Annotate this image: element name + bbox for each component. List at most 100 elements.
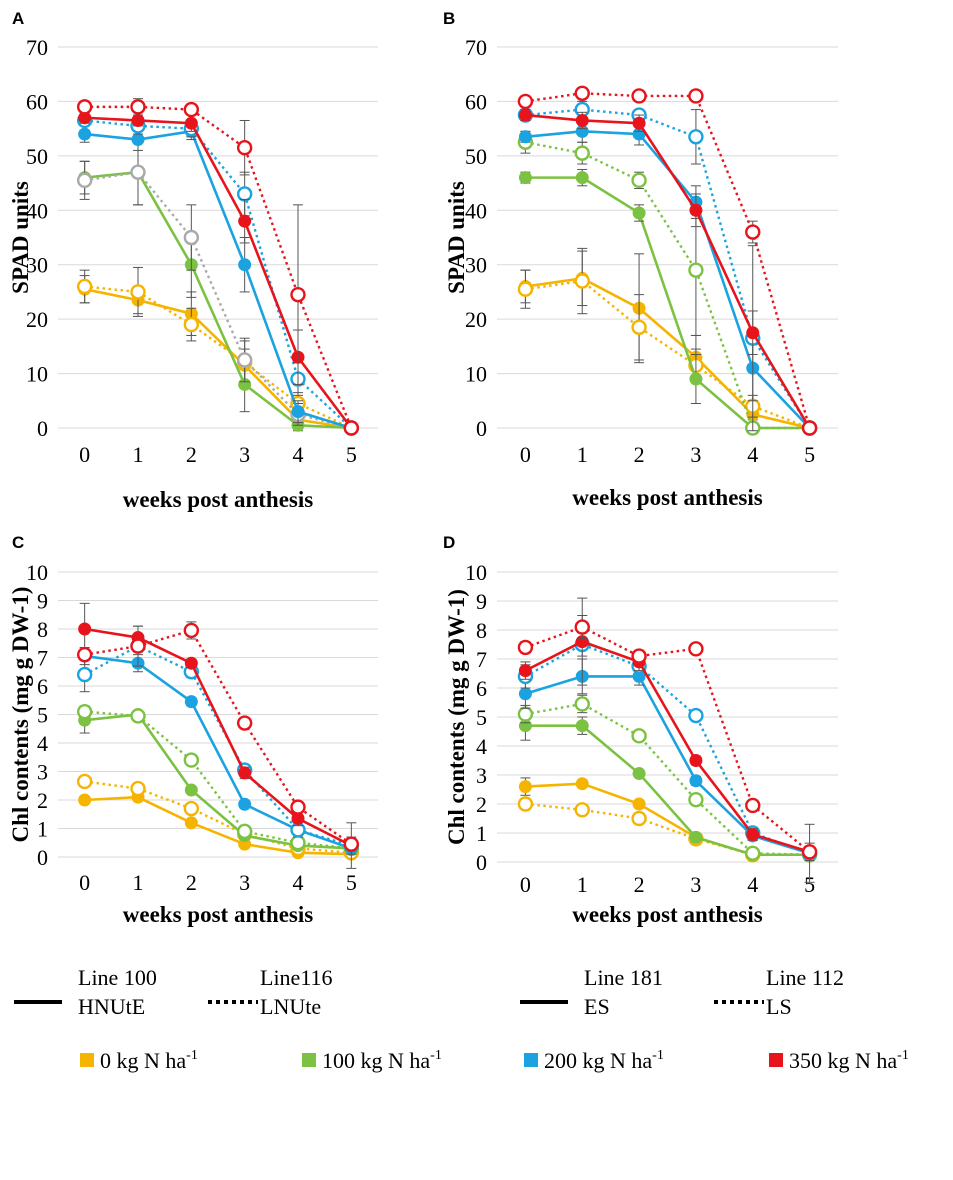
data-point	[76, 646, 93, 663]
data-point	[183, 752, 200, 768]
series-line	[84, 285, 352, 430]
data-point	[76, 99, 93, 115]
y-tick-label: 0	[37, 416, 48, 441]
series-line	[84, 795, 352, 856]
data-point	[689, 774, 703, 788]
data-point	[632, 206, 646, 220]
data-point	[183, 800, 200, 817]
x-tick-label: 4	[747, 872, 758, 897]
series-line	[525, 702, 810, 856]
data-point	[184, 695, 198, 709]
series-line	[525, 802, 810, 856]
data-point	[236, 186, 253, 202]
y-tick-label: 20	[465, 307, 487, 332]
y-tick-label: 2	[476, 792, 487, 817]
data-point	[130, 708, 146, 724]
data-point	[745, 845, 761, 861]
legend-color-label: 350 kg N ha-1	[789, 1048, 909, 1073]
legend-color-label: 0 kg N ha-1	[100, 1048, 198, 1073]
data-point	[236, 139, 253, 156]
series-4	[517, 694, 818, 863]
y-tick-label: 40	[465, 198, 487, 223]
series-line	[84, 105, 353, 429]
x-tick-label: 3	[690, 442, 701, 467]
data-point	[688, 791, 704, 808]
x-tick-label: 2	[186, 442, 197, 467]
y-tick-label: 2	[37, 788, 48, 813]
legend-color-label-sup: -1	[652, 1048, 664, 1063]
series-8	[517, 85, 818, 436]
y-tick-label: 9	[37, 589, 48, 614]
data-point	[518, 664, 532, 678]
series-line	[84, 129, 352, 430]
data-point	[290, 286, 306, 303]
data-point	[575, 113, 589, 127]
series-line	[525, 113, 811, 429]
data-point	[631, 88, 647, 104]
series-3	[78, 139, 358, 435]
chart-panel-a: A 0 10 20 30 40 50 60 70 0 1 2 3 4 5 weeks post anthesi…	[8, 9, 378, 512]
series-1	[78, 790, 358, 861]
series-line	[524, 643, 810, 855]
legend-color-swatch	[769, 1053, 783, 1067]
data-point	[518, 108, 532, 122]
x-tick-label: 1	[577, 872, 588, 897]
legend-color-item: 200 kg N ha-1	[524, 1048, 664, 1073]
data-point	[78, 127, 92, 141]
legend-color-label-sup: -1	[897, 1048, 909, 1063]
legend-color-item: 350 kg N ha-1	[769, 1048, 909, 1073]
y-tick-label: 6	[476, 676, 487, 701]
panel-letter: A	[12, 9, 24, 28]
legend-solid-line-name: Line 100	[78, 965, 157, 990]
legend-color-swatch	[302, 1053, 316, 1067]
legend-solid-line-sub: HNUtE	[78, 994, 145, 1019]
data-point	[343, 836, 360, 852]
series-2	[76, 266, 360, 436]
series-7	[78, 111, 358, 435]
data-point	[517, 706, 534, 722]
legend-dotted-line-name: Line 112	[766, 965, 844, 990]
y-tick-label: 3	[37, 760, 48, 785]
series-6	[517, 100, 818, 436]
y-tick-label: 5	[476, 705, 487, 730]
x-tick-label: 0	[520, 442, 531, 467]
x-tick-label: 1	[133, 870, 144, 895]
y-tick-label: 8	[476, 618, 487, 643]
x-tick-label: 5	[804, 872, 815, 897]
data-point	[801, 844, 818, 860]
data-point	[184, 656, 198, 670]
series-line	[84, 116, 353, 429]
x-tick-label: 5	[346, 870, 357, 895]
series-line	[84, 710, 352, 850]
y-tick-label: 10	[26, 362, 48, 387]
data-point	[745, 224, 761, 240]
series-line	[525, 92, 811, 429]
legend-dotted-line-name: Line116	[260, 965, 333, 990]
data-point	[746, 827, 760, 841]
x-tick-label: 5	[346, 442, 357, 467]
data-point	[76, 172, 93, 189]
data-point	[78, 793, 92, 807]
series-line	[525, 675, 810, 855]
x-tick-label: 2	[186, 870, 197, 895]
series-2	[517, 247, 818, 436]
y-tick-label: 10	[465, 362, 487, 387]
y-tick-label: 9	[476, 589, 487, 614]
legend-color-label: 200 kg N ha-1	[544, 1048, 664, 1073]
x-tick-label: 2	[634, 442, 645, 467]
chart-panel-b: B 0 10 20 30 40 50 60 70 0 1 2 3 4 5 weeks post anthesi…	[443, 9, 838, 510]
y-tick-label: 8	[37, 617, 48, 642]
data-point	[290, 835, 306, 851]
y-tick-label: 6	[37, 674, 48, 699]
series-line	[84, 119, 353, 429]
data-point	[130, 284, 146, 300]
series-line	[525, 276, 810, 430]
x-tick-label: 3	[239, 442, 250, 467]
y-tick-label: 4	[37, 731, 48, 756]
data-point	[631, 810, 647, 827]
series-8	[76, 621, 360, 852]
y-tick-label: 60	[465, 89, 487, 114]
y-tick-label: 40	[26, 198, 48, 223]
y-tick-label: 50	[26, 144, 48, 169]
